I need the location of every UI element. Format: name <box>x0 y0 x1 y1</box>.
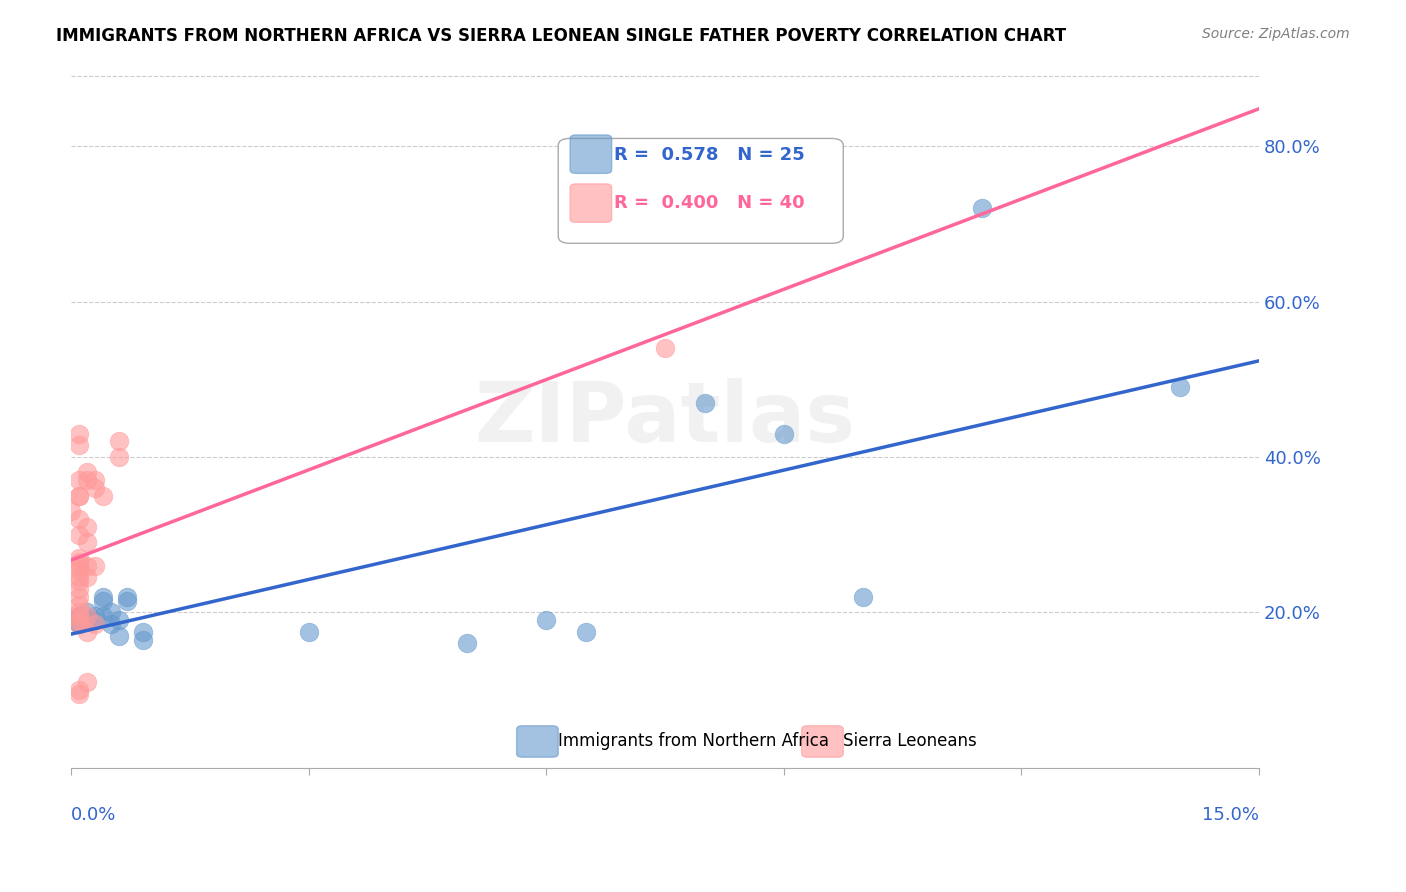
FancyBboxPatch shape <box>569 135 612 173</box>
Point <box>67 570 90 584</box>
Point <box>100 617 122 632</box>
Point <box>76 624 98 639</box>
Point <box>131 624 153 639</box>
FancyBboxPatch shape <box>558 138 844 244</box>
FancyBboxPatch shape <box>516 726 558 757</box>
Point <box>67 617 90 632</box>
Text: Immigrants from Northern Africa: Immigrants from Northern Africa <box>558 732 830 750</box>
Point <box>67 609 90 624</box>
Point <box>131 632 153 647</box>
Point <box>84 613 107 627</box>
Point <box>115 590 138 604</box>
Text: 15.0%: 15.0% <box>1202 806 1258 824</box>
Point <box>91 609 114 624</box>
Text: IMMIGRANTS FROM NORTHERN AFRICA VS SIERRA LEONEAN SINGLE FATHER POVERTY CORRELAT: IMMIGRANTS FROM NORTHERN AFRICA VS SIERR… <box>56 27 1066 45</box>
Point <box>67 574 90 589</box>
Text: Sierra Leoneans: Sierra Leoneans <box>844 732 977 750</box>
Point <box>107 629 129 643</box>
Point <box>84 473 107 487</box>
Point <box>575 624 598 639</box>
Point <box>67 551 90 566</box>
Point <box>60 504 83 518</box>
Point <box>456 636 478 650</box>
Point <box>67 512 90 526</box>
Point <box>67 426 90 441</box>
Point <box>76 609 98 624</box>
Point <box>970 202 993 216</box>
Point <box>1168 380 1191 394</box>
Point <box>76 535 98 549</box>
Point <box>67 613 90 627</box>
Point <box>76 613 98 627</box>
Point <box>67 558 90 573</box>
Point <box>67 438 90 452</box>
Point <box>67 590 90 604</box>
Point <box>67 563 90 577</box>
Point <box>67 527 90 541</box>
Point <box>67 687 90 701</box>
Point <box>298 624 321 639</box>
Point <box>91 593 114 607</box>
Text: ZIPatlas: ZIPatlas <box>475 377 856 458</box>
Point <box>84 481 107 495</box>
Point <box>67 617 90 632</box>
Point <box>100 605 122 619</box>
Point <box>84 609 107 624</box>
Point <box>107 450 129 464</box>
Point <box>67 683 90 698</box>
Point <box>76 473 98 487</box>
Point <box>654 341 676 355</box>
Text: 0.0%: 0.0% <box>72 806 117 824</box>
Point <box>67 582 90 596</box>
Point <box>76 520 98 534</box>
Point <box>107 434 129 449</box>
Point <box>67 598 90 612</box>
Point <box>67 473 90 487</box>
FancyBboxPatch shape <box>569 184 612 222</box>
Point <box>693 395 716 409</box>
Point <box>84 558 107 573</box>
Point <box>107 613 129 627</box>
Point <box>76 675 98 690</box>
Text: R =  0.400   N = 40: R = 0.400 N = 40 <box>614 194 804 212</box>
Text: R =  0.578   N = 25: R = 0.578 N = 25 <box>614 145 804 163</box>
Point <box>76 466 98 480</box>
Point <box>67 489 90 503</box>
Text: Source: ZipAtlas.com: Source: ZipAtlas.com <box>1202 27 1350 41</box>
Point <box>852 590 875 604</box>
Point <box>67 617 90 632</box>
Point <box>91 489 114 503</box>
Point <box>76 558 98 573</box>
Point <box>773 426 796 441</box>
Point <box>115 593 138 607</box>
Point <box>67 605 90 619</box>
Point <box>91 590 114 604</box>
FancyBboxPatch shape <box>801 726 844 757</box>
Point <box>84 617 107 632</box>
Point <box>67 555 90 569</box>
Point <box>536 613 558 627</box>
Point <box>76 570 98 584</box>
Point <box>67 609 90 624</box>
Point <box>76 605 98 619</box>
Point <box>67 489 90 503</box>
Point <box>67 609 90 624</box>
